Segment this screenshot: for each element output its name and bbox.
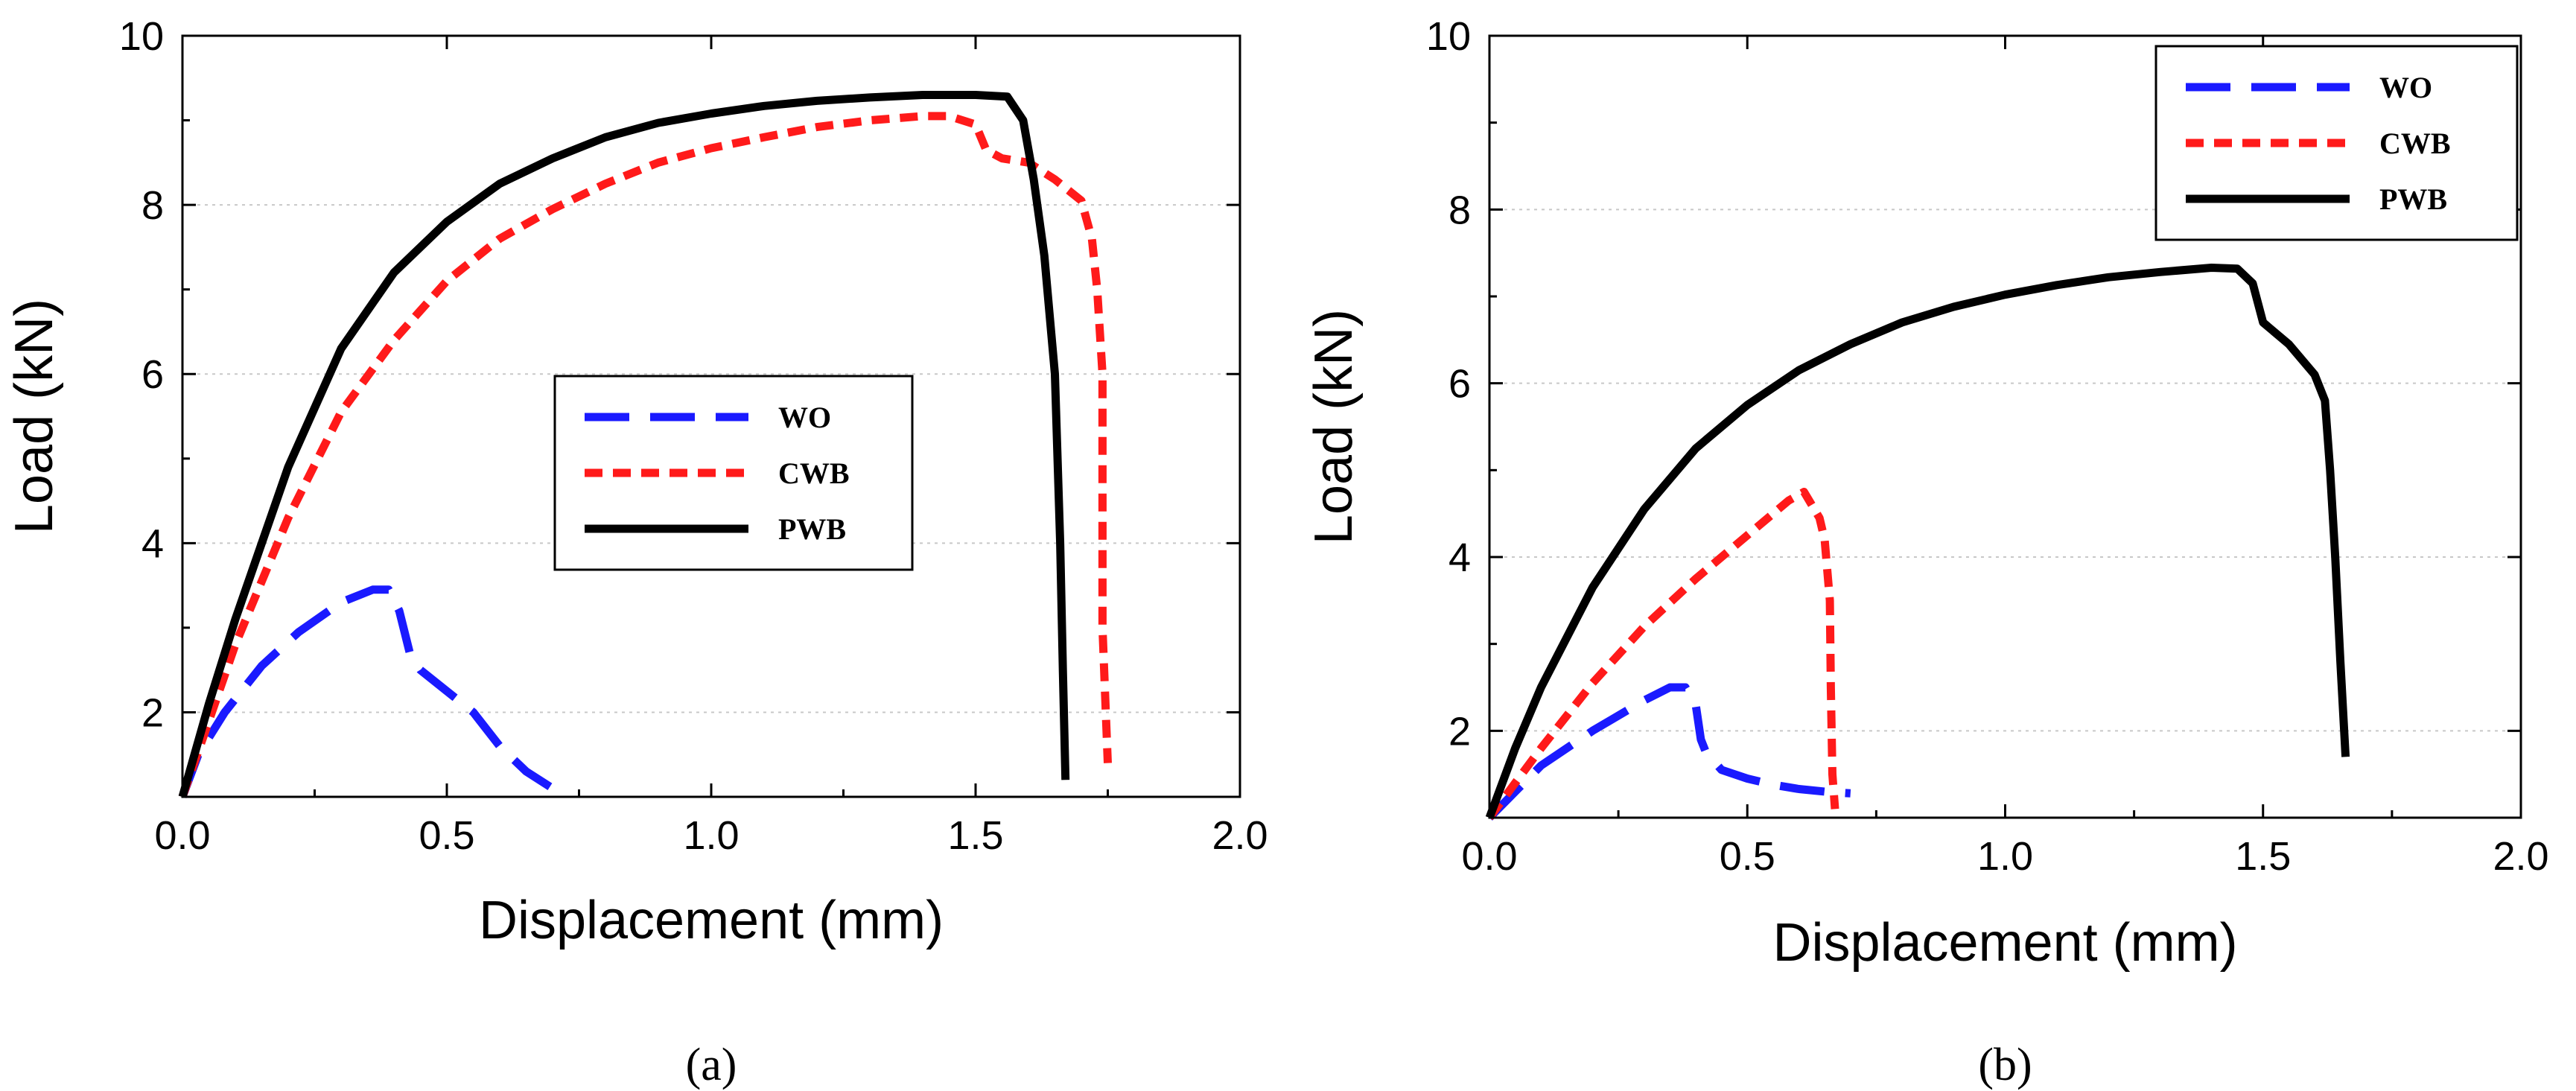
legend-label-pwb: PWB — [2379, 182, 2447, 216]
legend-label-cwb: CWB — [2379, 127, 2451, 160]
x-axis-title: Displacement (mm) — [479, 891, 944, 950]
x-tick-label: 2.0 — [2493, 834, 2548, 879]
panel-caption: (a) — [686, 1040, 737, 1090]
legend: WO CWB PWB — [2154, 45, 2519, 241]
y-axis-title: Load (kN) — [4, 299, 64, 534]
y-tick-label: 10 — [1426, 14, 1471, 59]
series-line-wo — [1486, 683, 1851, 821]
x-tick-label: 0.5 — [1720, 834, 1775, 879]
x-tick-label: 0.0 — [1461, 834, 1517, 879]
series-line-pwb — [178, 91, 1070, 798]
x-tick-label: 2.0 — [1212, 813, 1268, 858]
y-tick-label: 2 — [1448, 709, 1471, 754]
x-tick-label: 0.5 — [419, 813, 474, 858]
legend-label-cwb: CWB — [778, 457, 850, 490]
y-tick-label: 8 — [141, 183, 164, 228]
panel-b: 0.0 0.5 1.0 1.5 2.0 2 4 6 8 10 Displacement (mm) Lo… — [1304, 14, 2549, 1090]
legend-label-wo: WO — [2379, 71, 2432, 104]
y-tick-label: 10 — [119, 14, 164, 59]
series-line-cwb — [1486, 488, 1839, 821]
y-axis-title: Load (kN) — [1304, 309, 1364, 544]
panel-caption: (b) — [1978, 1040, 2032, 1090]
x-tick-label: 0.0 — [154, 813, 210, 858]
x-tick-label: 1.5 — [947, 813, 1003, 858]
y-tick-label: 2 — [141, 690, 164, 735]
x-tick-label: 1.0 — [1977, 834, 2033, 879]
series-line-wo — [178, 585, 565, 798]
y-tick-label: 8 — [1448, 188, 1471, 232]
x-tick-label: 1.0 — [683, 813, 739, 858]
legend-label-wo: WO — [778, 401, 831, 434]
x-axis-title: Displacement (mm) — [1772, 913, 2237, 973]
y-tick-label: 4 — [141, 521, 164, 566]
y-tick-label: 4 — [1448, 535, 1471, 580]
legend: WO CWB PWB — [553, 375, 914, 571]
y-tick-label: 6 — [1448, 362, 1471, 407]
x-tick-label: 1.5 — [2235, 834, 2291, 879]
panel-a: 0.0 0.5 1.0 1.5 2.0 2 4 6 8 10 Displacement (mm) Lo… — [4, 14, 1268, 1090]
y-tick-label: 6 — [141, 352, 164, 397]
series-line-cwb — [178, 112, 1112, 798]
series-line-pwb — [1485, 264, 2350, 819]
legend-label-pwb: PWB — [778, 512, 846, 546]
